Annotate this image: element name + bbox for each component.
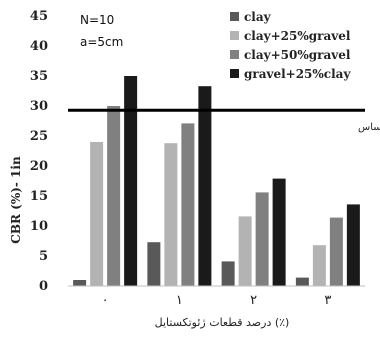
x-tick-label: ۰: [102, 293, 109, 308]
bar: [73, 280, 87, 286]
y-tick-label: 15: [30, 189, 48, 204]
bar: [272, 178, 286, 286]
y-tick-label: 10: [30, 219, 48, 234]
bar: [295, 277, 309, 286]
bar: [221, 261, 235, 286]
y-axis-title: CBR (%)- 1in: [9, 156, 23, 244]
legend: clay clay+25%gravel clay+50%gravel gravel+2…: [230, 10, 351, 81]
y-axis-tick-labels: 0 5 10 15 20 25 30 35 40 45: [30, 9, 48, 294]
y-tick-label: 0: [39, 279, 48, 294]
legend-label: clay: [244, 10, 272, 24]
legend-swatch: [230, 69, 239, 78]
y-tick-label: 45: [30, 9, 48, 24]
y-tick-label: 25: [30, 129, 48, 144]
legend-label: clay+50%gravel: [244, 48, 351, 62]
bar: [164, 143, 178, 286]
bar: [90, 142, 104, 286]
bar: [312, 245, 326, 286]
bars: [73, 76, 360, 287]
x-tick-label: ۲: [250, 293, 257, 308]
bar: [329, 217, 343, 286]
x-tick-label: ۳: [324, 293, 331, 308]
annotation-a: a=5cm: [80, 35, 123, 49]
legend-swatch: [230, 50, 239, 59]
y-tick-label: 5: [39, 249, 48, 264]
y-tick-label: 20: [30, 159, 48, 174]
y-tick-label: 30: [30, 99, 48, 114]
bar: [107, 106, 121, 286]
y-tick-label: 40: [30, 39, 48, 54]
legend-swatch: [230, 12, 239, 21]
bar: [124, 76, 138, 286]
x-axis-title: درصد قطعات ژئوتکستایل (٪): [155, 316, 290, 329]
legend-label: gravel+25%clay: [244, 67, 351, 81]
bar: [238, 216, 252, 286]
reference-line-group: CBRmin=۳۰، لایه زیراساس: [68, 108, 380, 133]
legend-swatch: [230, 31, 239, 40]
annotation-n: N=10: [80, 13, 114, 27]
legend-label: clay+25%gravel: [244, 29, 351, 43]
x-axis-tick-labels: ۰ ۱ ۲ ۳: [102, 293, 332, 308]
bar: [255, 192, 269, 286]
y-tick-label: 35: [30, 69, 48, 84]
bar: [198, 86, 212, 286]
reference-line-label: CBRmin=۳۰، لایه زیراساس: [358, 122, 380, 133]
x-tick-label: ۱: [176, 293, 183, 308]
bar: [147, 242, 161, 286]
bar: [346, 204, 360, 286]
bar: [181, 123, 195, 287]
